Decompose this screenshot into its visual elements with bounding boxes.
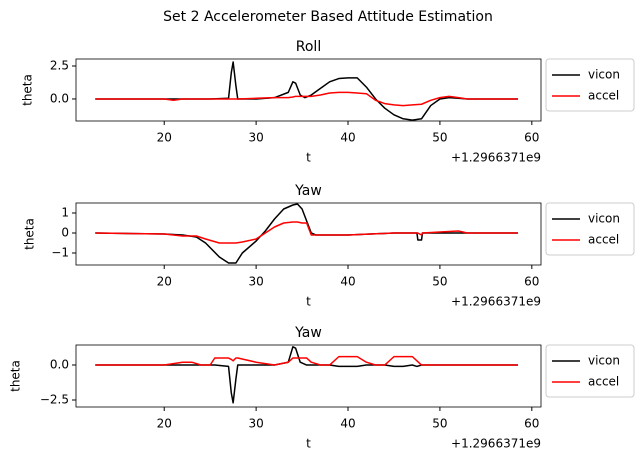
x-tick-label: 30 xyxy=(248,131,263,145)
y-tick-label: 1 xyxy=(61,206,69,220)
x-axis-label: t xyxy=(306,295,311,309)
x-tick-label: 20 xyxy=(157,275,172,289)
figure-title: Set 2 Accelerometer Based Attitude Estim… xyxy=(163,9,493,25)
series-line xyxy=(95,221,519,244)
x-offset-label: +1.2966371e9 xyxy=(451,437,541,451)
x-tick-label: 20 xyxy=(157,131,172,145)
x-axis-label: t xyxy=(306,151,311,165)
legend-label: accel xyxy=(588,233,619,247)
x-tick-label: 40 xyxy=(340,417,355,431)
x-tick-label: 30 xyxy=(248,275,263,289)
series-line xyxy=(95,61,519,121)
legend-label: accel xyxy=(588,375,619,389)
y-tick-label: 0.0 xyxy=(50,91,69,105)
x-offset-label: +1.2966371e9 xyxy=(451,151,541,165)
x-axis-label: t xyxy=(306,437,311,451)
y-axis-label: theta xyxy=(23,218,37,250)
axes-frame xyxy=(75,58,542,122)
x-offset-label: +1.2966371e9 xyxy=(451,295,541,309)
x-tick-label: 40 xyxy=(340,131,355,145)
x-tick-label: 60 xyxy=(524,417,539,431)
y-axis-label: theta xyxy=(21,74,35,106)
axes-frame xyxy=(75,202,542,266)
axes-title: Yaw xyxy=(294,183,322,199)
y-tick-label: 0 xyxy=(61,226,69,240)
series-line xyxy=(95,346,519,404)
y-axis-label: theta xyxy=(9,360,23,392)
x-tick-label: 60 xyxy=(524,275,539,289)
x-tick-label: 60 xyxy=(524,131,539,145)
y-tick-label: −2.5 xyxy=(40,393,69,407)
legend-label: accel xyxy=(588,89,619,103)
x-tick-label: 50 xyxy=(432,417,447,431)
legend-box xyxy=(545,58,635,112)
y-tick-label: 0.0 xyxy=(50,358,69,372)
series-line xyxy=(95,91,519,107)
x-tick-label: 50 xyxy=(432,131,447,145)
y-tick-label: 2.5 xyxy=(50,58,69,72)
x-tick-label: 30 xyxy=(248,417,263,431)
x-tick-label: 50 xyxy=(432,275,447,289)
legend-label: vicon xyxy=(588,212,620,226)
axes-title: Yaw xyxy=(294,325,322,341)
legend-box xyxy=(545,344,635,398)
x-tick-label: 20 xyxy=(157,417,172,431)
y-tick-label: −1 xyxy=(51,246,69,260)
axes-title: Roll xyxy=(296,39,321,55)
series-line xyxy=(95,203,519,264)
x-tick-label: 40 xyxy=(340,275,355,289)
series-line xyxy=(95,355,519,366)
legend-label: vicon xyxy=(588,68,620,82)
axes-frame xyxy=(75,344,542,408)
legend-label: vicon xyxy=(588,354,620,368)
legend-box xyxy=(545,202,635,256)
